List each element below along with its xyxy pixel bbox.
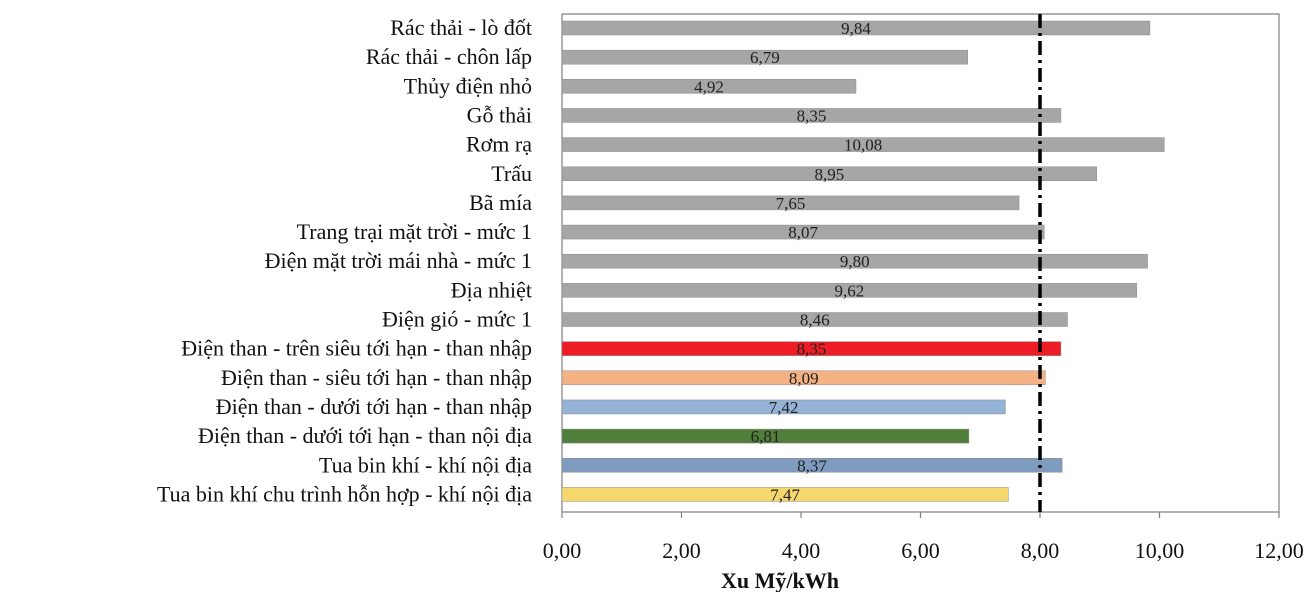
category-label: Bã mía xyxy=(469,190,532,215)
x-tick-label: 12,00 xyxy=(1254,538,1304,563)
category-label: Tua bin khí - khí nội địa xyxy=(319,452,532,477)
data-label: 7,47 xyxy=(770,485,800,504)
data-label: 10,08 xyxy=(844,136,882,155)
data-label: 8,09 xyxy=(789,369,819,388)
category-label: Điện than - trên siêu tới hạn - than nhậ… xyxy=(181,336,532,361)
x-tick-label: 2,00 xyxy=(662,538,701,563)
x-axis: 0,00 2,00 4,00 6,00 8,00 10,00 12,00 xyxy=(543,512,1304,563)
data-label: 6,81 xyxy=(751,427,781,446)
category-label: Rác thải - chôn lấp xyxy=(366,44,532,69)
category-label: Trấu xyxy=(491,161,532,186)
data-label: 6,79 xyxy=(750,48,780,67)
x-tick-label: 10,00 xyxy=(1135,538,1185,563)
x-axis-title: Xu Mỹ/kWh xyxy=(721,568,839,592)
category-label: Điện than - dưới tới hạn - than nhập xyxy=(216,394,532,419)
data-label: 8,95 xyxy=(815,165,845,184)
data-label: 8,07 xyxy=(788,223,818,242)
data-label: 8,46 xyxy=(800,311,830,330)
category-label: Gỗ thải xyxy=(467,102,532,127)
category-label: Trang trại mặt trời - mức 1 xyxy=(297,219,532,244)
category-label: Điện mặt trời mái nhà - mức 1 xyxy=(265,248,532,273)
data-label: 7,42 xyxy=(769,398,799,417)
data-label: 7,65 xyxy=(776,194,806,213)
category-label: Điện than - siêu tới hạn - than nhập xyxy=(221,365,532,390)
category-label: Rơm rạ xyxy=(466,132,532,157)
category-label: Thủy điện nhỏ xyxy=(404,73,532,98)
category-label: Tua bin khí chu trình hỗn hợp - khí nội … xyxy=(157,481,532,506)
data-label: 9,62 xyxy=(835,281,865,300)
data-label: 9,80 xyxy=(840,252,870,271)
category-label: Điện gió - mức 1 xyxy=(382,307,532,332)
data-label: 8,37 xyxy=(797,456,827,475)
category-label: Địa nhiệt xyxy=(451,277,532,302)
data-label: 4,92 xyxy=(694,77,724,96)
data-label: 8,35 xyxy=(797,106,827,125)
category-labels: Rác thải - lò đốt Rác thải - chôn lấp Thủy… xyxy=(157,15,532,506)
category-label: Rác thải - lò đốt xyxy=(390,15,532,40)
x-tick-label: 8,00 xyxy=(1021,538,1060,563)
x-tick-label: 0,00 xyxy=(543,538,582,563)
data-label: 8,35 xyxy=(797,340,827,359)
category-label: Điện than - dưới tới hạn - than nội địa xyxy=(198,423,532,448)
x-tick-label: 4,00 xyxy=(782,538,821,563)
x-tick-label: 6,00 xyxy=(901,538,940,563)
data-label: 9,84 xyxy=(841,19,871,38)
